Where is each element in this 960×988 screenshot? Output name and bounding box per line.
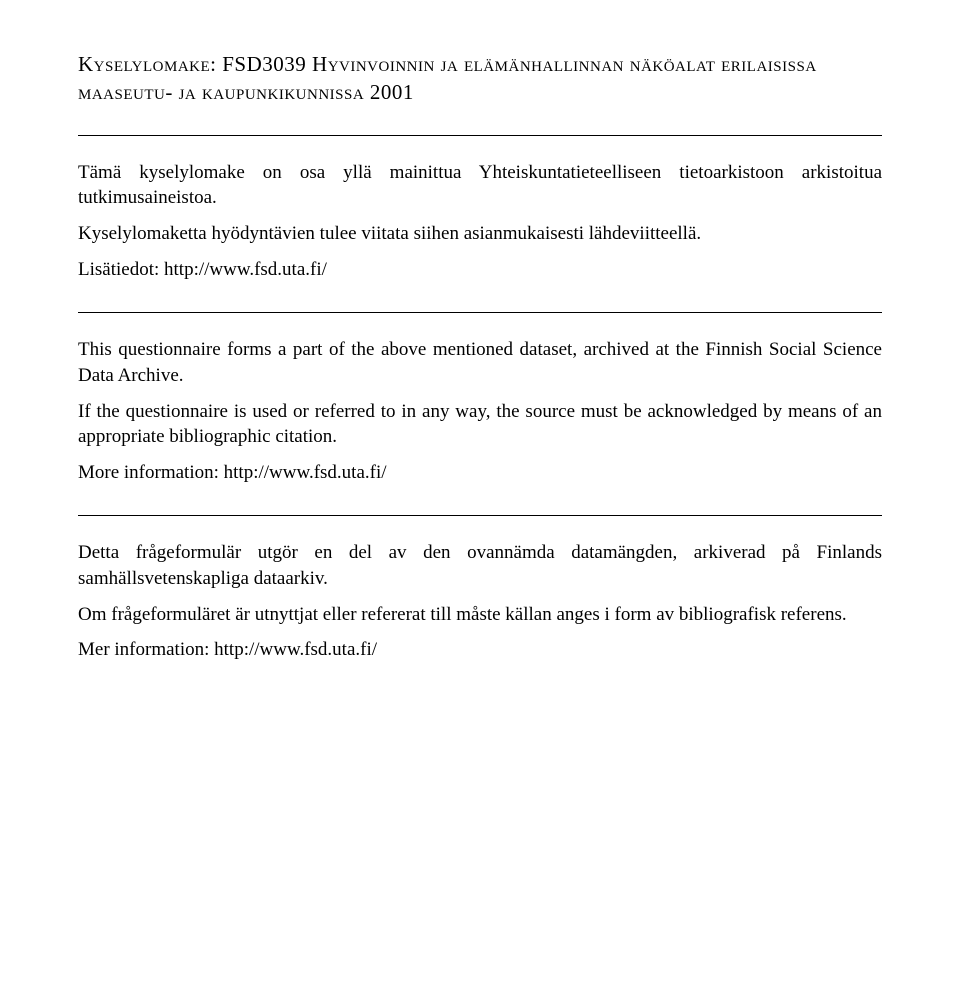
en-paragraph-2: If the questionnaire is used or referred… xyxy=(78,399,882,450)
sv-paragraph-1: Detta frågeformulär utgör en del av den … xyxy=(78,540,882,591)
section-swedish: Detta frågeformulär utgör en del av den … xyxy=(78,516,882,693)
fi-paragraph-3: Lisätiedot: http://www.fsd.uta.fi/ xyxy=(78,257,882,283)
fi-paragraph-2: Kyselylomaketta hyödyntävien tulee viita… xyxy=(78,221,882,247)
en-paragraph-3: More information: http://www.fsd.uta.fi/ xyxy=(78,460,882,486)
title-prefix: Kyselylomake: xyxy=(78,52,217,76)
sv-paragraph-3: Mer information: http://www.fsd.uta.fi/ xyxy=(78,637,882,663)
section-english: This questionnaire forms a part of the a… xyxy=(78,313,882,515)
en-paragraph-1: This questionnaire forms a part of the a… xyxy=(78,337,882,388)
sv-paragraph-2: Om frågeformuläret är utnyttjat eller re… xyxy=(78,602,882,628)
document-title: Kyselylomake: FSD3039 Hyvinvoinnin ja el… xyxy=(78,50,882,107)
fi-paragraph-1: Tämä kyselylomake on osa yllä mainittua … xyxy=(78,160,882,211)
section-finnish: Tämä kyselylomake on osa yllä mainittua … xyxy=(78,136,882,313)
